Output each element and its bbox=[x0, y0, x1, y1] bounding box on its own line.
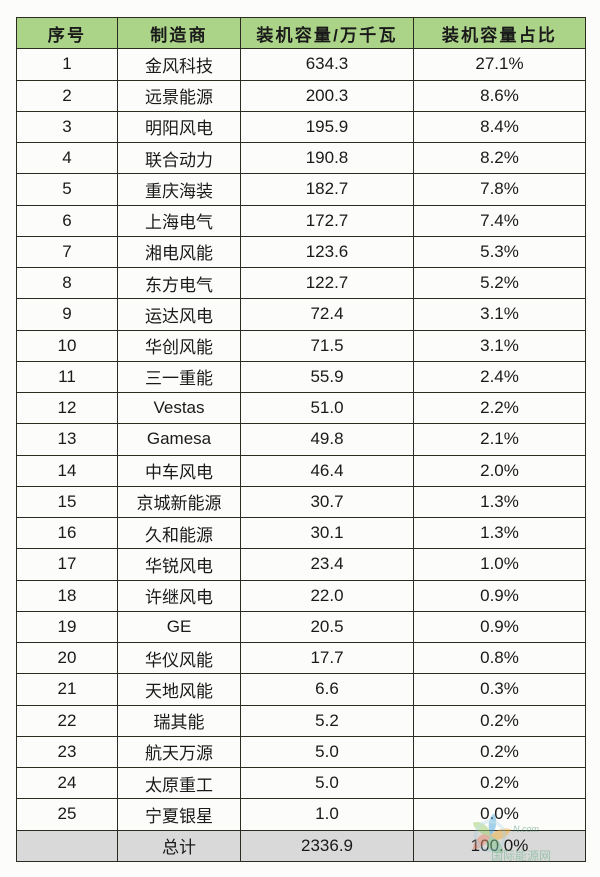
svg-text:N.com: N.com bbox=[513, 824, 540, 834]
svg-text:国际能源网: 国际能源网 bbox=[491, 849, 551, 863]
